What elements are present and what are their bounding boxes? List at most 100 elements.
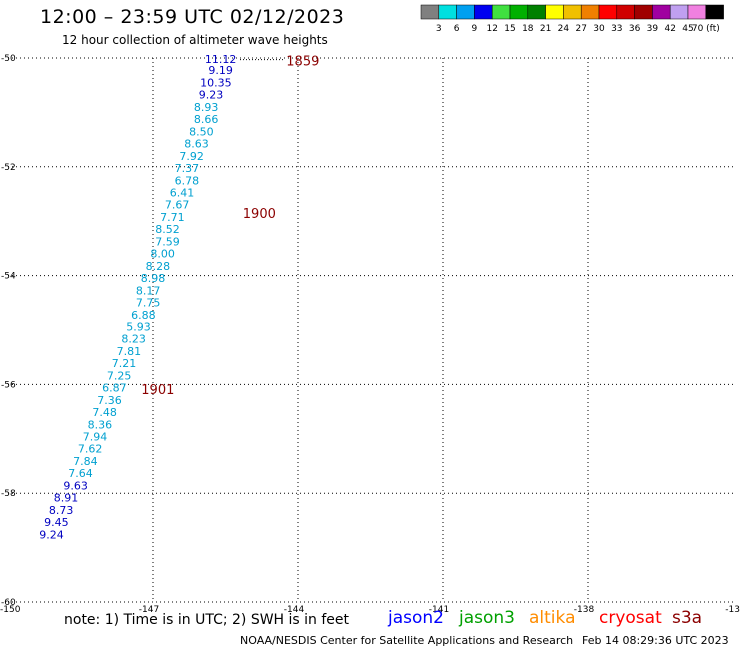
satellite-label-jason3: jason3 xyxy=(459,608,515,628)
y-tick-label: -52 xyxy=(1,163,16,173)
legend-label: 3 xyxy=(436,24,442,34)
wave-height-value: 6.87 xyxy=(102,382,127,395)
wave-height-value: 7.67 xyxy=(165,198,190,211)
x-tick-label: -144 xyxy=(284,605,305,615)
x-tick-label: -150 xyxy=(0,605,21,615)
legend-label: 12 xyxy=(486,24,497,34)
legend-swatch xyxy=(456,4,475,20)
y-tick-label: -60 xyxy=(1,598,16,608)
page-subtitle: 12 hour collection of altimeter wave hei… xyxy=(62,33,328,47)
legend-label: 33 xyxy=(611,24,622,34)
legend-label: 24 xyxy=(558,24,570,34)
legend-label: 9 xyxy=(472,24,478,34)
legend-label: 15 xyxy=(504,24,515,34)
wave-height-value: 7.37 xyxy=(175,162,200,175)
legend-swatch xyxy=(563,4,582,20)
wave-height-value: 7.62 xyxy=(78,443,103,456)
wave-height-value: 7.94 xyxy=(83,431,108,444)
wave-height-value: 9.63 xyxy=(63,480,88,493)
wave-height-value: 7.21 xyxy=(112,357,137,370)
legend-swatch xyxy=(438,4,457,20)
legend-label: 27 xyxy=(575,24,586,34)
wave-height-value: 7.71 xyxy=(160,211,185,224)
legend-swatch xyxy=(616,4,635,20)
wave-height-value: 9.19 xyxy=(208,64,233,77)
wave-height-value: 11.12 xyxy=(205,53,237,66)
time-label: 1859 xyxy=(286,55,319,70)
wave-height-value: 7.84 xyxy=(73,455,98,468)
legend-swatch xyxy=(527,4,546,20)
x-tick-label: -138 xyxy=(574,605,595,615)
wave-height-value: 10.35 xyxy=(200,76,232,89)
legend-label: 45 xyxy=(682,24,693,34)
wave-height-value: 8.23 xyxy=(121,333,146,346)
satellite-label-jason2: jason2 xyxy=(388,608,444,628)
wave-height-value: 6.41 xyxy=(170,186,195,199)
wave-height-value: 8.66 xyxy=(194,113,219,126)
generated-timestamp: Feb 14 08:29:36 UTC 2023 xyxy=(582,634,729,647)
wave-height-value: 9.45 xyxy=(44,516,69,529)
legend-label: 21 xyxy=(540,24,551,34)
wave-height-value: 7.25 xyxy=(107,370,132,383)
satellite-label-s3a: s3a xyxy=(672,608,703,628)
legend-label: 30 xyxy=(593,24,605,34)
legend-swatch xyxy=(491,4,511,20)
wave-height-value: 7.92 xyxy=(179,150,204,163)
x-tick-label: -141 xyxy=(429,605,449,615)
wave-height-value: 8.93 xyxy=(194,101,219,114)
y-tick-label: -50 xyxy=(1,54,16,64)
page-title: 12:00 – 23:59 UTC 02/12/2023 xyxy=(40,6,345,28)
legend-swatch xyxy=(598,4,618,20)
wave-height-value: 7.59 xyxy=(155,235,180,248)
satellite-label-cryosat: cryosat xyxy=(599,608,662,628)
y-tick-label: -58 xyxy=(1,489,16,499)
legend-label: 18 xyxy=(522,24,534,34)
map-axes: -50 -52 -54 -56 -58 -60-150 -147 -144 -141 -138 -1… xyxy=(0,54,740,615)
wave-height-value: 6.78 xyxy=(175,174,200,187)
legend-swatch xyxy=(652,4,671,20)
legend-swatch xyxy=(634,4,653,20)
legend-label: 39 xyxy=(647,24,659,34)
legend-label: 6 xyxy=(454,24,460,34)
time-label: 1900 xyxy=(243,207,276,222)
wave-height-value: 8.50 xyxy=(189,125,214,138)
wave-height-value: 8.28 xyxy=(146,260,171,273)
y-tick-label: -54 xyxy=(1,272,16,282)
wave-height-value: 8.98 xyxy=(141,272,166,285)
legend-swatch xyxy=(669,4,689,20)
wave-height-value: 7.81 xyxy=(117,345,142,358)
legend-swatch xyxy=(509,4,529,20)
legend-swatch xyxy=(545,4,564,20)
wave-height-value: 7.64 xyxy=(68,467,93,480)
footer-note: note: 1) Time is in UTC; 2) SWH is in fe… xyxy=(64,612,350,628)
wave-height-value: 5.93 xyxy=(126,321,151,334)
x-tick-label: -13 xyxy=(725,605,740,615)
legend-label: 42 xyxy=(664,24,675,34)
wave-height-value: 6.88 xyxy=(131,309,156,322)
wave-height-value: 7.36 xyxy=(97,394,122,407)
wave-height-value: 8.91 xyxy=(54,492,79,505)
wave-height-value: 9.23 xyxy=(199,88,224,101)
wave-height-value: 7.48 xyxy=(92,406,117,419)
satellite-label-altika: altika xyxy=(529,608,576,628)
legend-label: 36 xyxy=(629,24,641,34)
legend-swatch xyxy=(580,4,600,20)
wave-height-value: 8.17 xyxy=(136,284,161,297)
legend-swatch xyxy=(687,4,707,20)
y-tick-label: -56 xyxy=(1,380,16,390)
legend-swatch xyxy=(420,4,440,20)
wave-height-value: 7.75 xyxy=(136,296,161,309)
wave-height-value: 8.00 xyxy=(150,247,175,260)
credit-text: NOAA/NESDIS Center for Satellite Applica… xyxy=(240,634,574,647)
wave-height-value: 8.36 xyxy=(88,419,113,432)
wave-height-value: 8.73 xyxy=(49,504,74,517)
x-tick-label: -147 xyxy=(139,605,159,615)
altimeter-track: 11.129.1910.359.238.938.668.508.637.927.… xyxy=(39,53,319,541)
wave-height-value: 9.24 xyxy=(39,529,64,542)
wave-height-value: 8.52 xyxy=(155,223,180,236)
legend-swatch xyxy=(705,4,724,20)
map-grid xyxy=(8,57,733,603)
wave-height-value: 8.63 xyxy=(184,137,209,150)
